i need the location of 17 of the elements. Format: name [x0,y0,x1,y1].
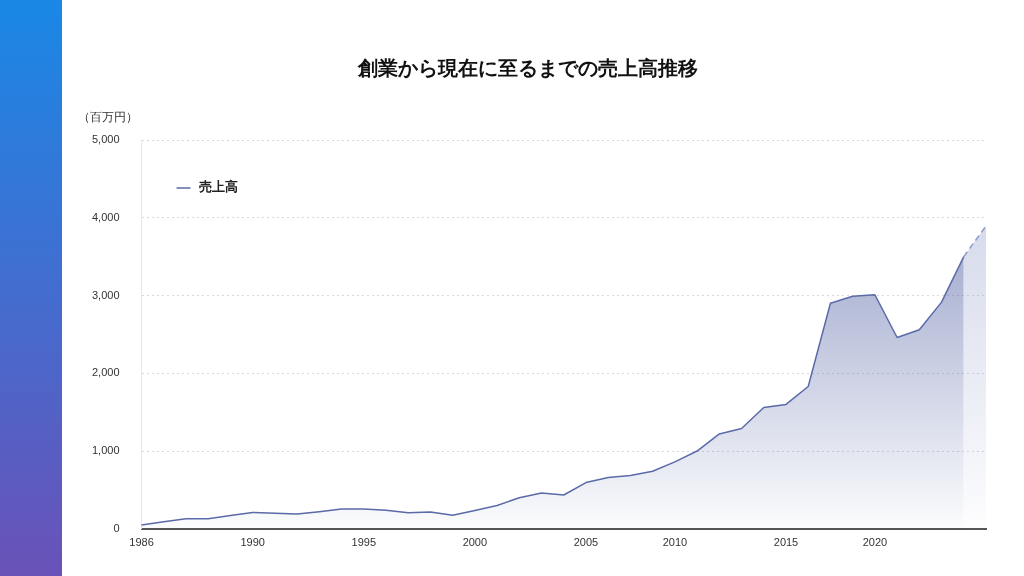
y-tick-label: 0 [113,521,120,534]
x-tick-label: 1990 [240,536,265,549]
y-tick-label: 2,000 [92,366,120,379]
y-axis-title: （百万円） [77,110,138,125]
y-tick-label: 4,000 [92,210,120,223]
x-tick-label: 2005 [573,536,599,549]
x-tick-label: 1995 [351,536,376,549]
y-tick-label: 5,000 [92,133,120,146]
x-tick-label: 2010 [662,536,688,549]
x-tick-label: 2015 [773,536,799,549]
legend-label: 売上高 [198,179,238,195]
y-tick-label: 1,000 [92,444,120,457]
y-tick-label: 3,000 [92,288,120,301]
x-tick-label: 2000 [462,536,488,549]
x-tick-label: 1986 [129,536,154,549]
chart-title: 創業から現在に至るまでの売上高推移 [357,56,698,81]
x-tick-label: 2020 [862,536,888,549]
